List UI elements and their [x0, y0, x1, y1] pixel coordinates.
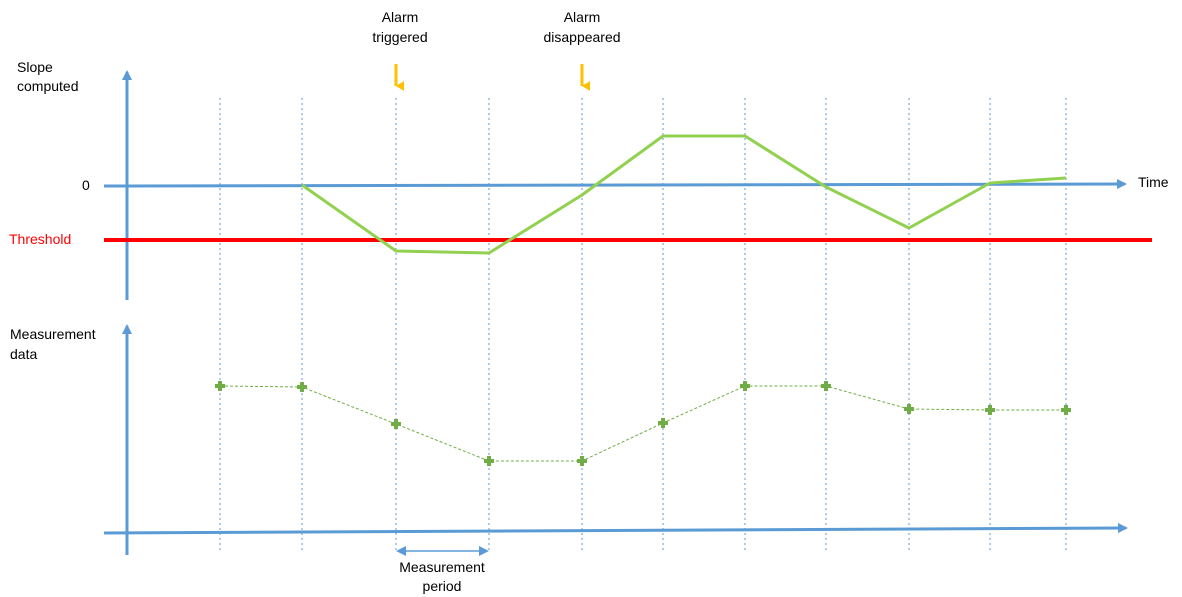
slope-line [301, 134, 1067, 255]
measurement-point-11 [1061, 405, 1071, 415]
measurement-line [219, 385, 1066, 462]
measurement-point-1 [215, 381, 225, 391]
lower-x-axis [103, 523, 1128, 535]
measurement-period-label: Measurement period [399, 559, 485, 594]
measurement-point-2 [297, 382, 307, 392]
measurement-point-5 [577, 456, 587, 466]
lower-y-axis-label: Measurement data [10, 326, 96, 362]
zero-label: 0 [82, 177, 90, 193]
time-axis [103, 179, 1127, 190]
alarm-triggered-label: Alarm triggered [372, 9, 427, 45]
measurement-point-9 [904, 404, 914, 414]
measurement-point-10 [985, 405, 995, 415]
measurement-point-7 [740, 381, 750, 391]
measurement-point-3 [391, 419, 401, 429]
threshold-label: Threshold [9, 231, 71, 247]
time-label: Time [1138, 174, 1169, 190]
alarm-disappeared-label: Alarm disappeared [543, 9, 620, 45]
measurement-markers [215, 381, 1071, 466]
measurement-gridlines [219, 98, 1067, 553]
measurement-point-8 [821, 381, 831, 391]
upper-y-axis-label: Slope computed [17, 59, 78, 94]
measurement-point-4 [484, 456, 494, 466]
measurement-point-6 [658, 418, 668, 428]
